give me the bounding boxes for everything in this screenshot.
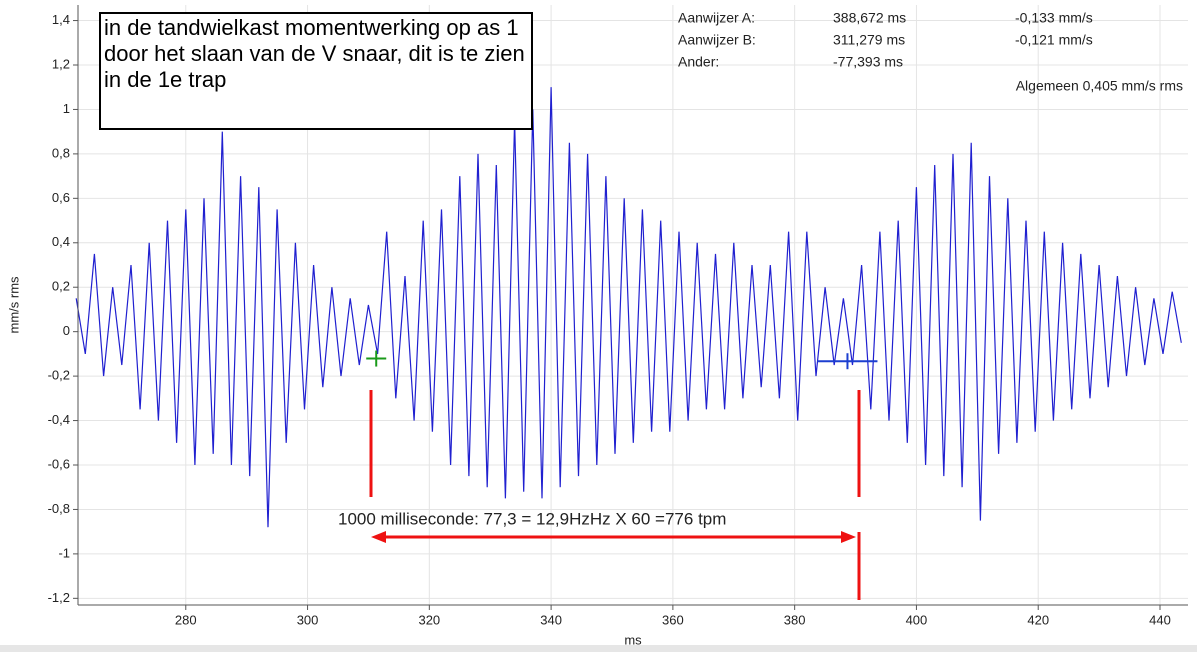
difference-value: -77,393 ms xyxy=(833,54,903,70)
x-tick-label: 280 xyxy=(175,612,197,627)
y-tick-label: -1,2 xyxy=(48,590,70,605)
x-tick-label: 320 xyxy=(418,612,440,627)
arrow-head xyxy=(841,531,856,543)
x-axis-label: ms xyxy=(624,632,642,647)
x-tick-label: 380 xyxy=(784,612,806,627)
y-tick-label: 0 xyxy=(63,323,70,338)
y-tick-label: 1,4 xyxy=(52,12,70,27)
y-tick-label: 0,2 xyxy=(52,279,70,294)
red-markers xyxy=(369,390,861,600)
y-tick-label: -1 xyxy=(58,545,70,560)
x-tick-label: 420 xyxy=(1027,612,1049,627)
y-tick-label: -0,2 xyxy=(48,368,70,383)
y-tick-label: -0,8 xyxy=(48,501,70,516)
x-tick-label: 440 xyxy=(1149,612,1171,627)
note-text: in de tandwielkast momentwerking op as 1… xyxy=(104,15,525,92)
x-tick-label: 360 xyxy=(662,612,684,627)
note-wrap: in de tandwielkast momentwerking op as 1… xyxy=(104,15,525,92)
cursor-x: 388,672 ms xyxy=(833,10,906,26)
plot xyxy=(75,87,1182,528)
cursor-label: Aanwijzer B: xyxy=(678,32,756,48)
y-tick-label: 1 xyxy=(63,101,70,116)
status-strip xyxy=(0,645,1197,652)
x-tick-label: 340 xyxy=(540,612,562,627)
y-axis-label: mm/s rms xyxy=(6,276,21,334)
cursor-y: -0,133 mm/s xyxy=(1015,10,1093,26)
difference-label: Ander: xyxy=(678,54,719,70)
x-tick-label: 400 xyxy=(906,612,928,627)
y-tick-label: 0,6 xyxy=(52,190,70,205)
y-tick-label: -0,4 xyxy=(48,412,70,427)
arrow-head xyxy=(371,531,386,543)
y-tick-label: 0,8 xyxy=(52,145,70,160)
cursor-x: 311,279 ms xyxy=(833,32,905,48)
cursor-y: -0,121 mm/s xyxy=(1015,32,1093,48)
y-tick-label: 1,2 xyxy=(52,56,70,71)
cursor-label: Aanwijzer A: xyxy=(678,10,755,26)
note-box xyxy=(99,12,533,130)
annotation: 1000 milliseconde: 77,3 = 12,9HzHz X 60 … xyxy=(338,509,726,528)
waveform xyxy=(75,87,1182,528)
y-tick-label: -0,6 xyxy=(48,456,70,471)
overall: Algemeen 0,405 mm/s rms xyxy=(1016,78,1183,94)
y-tick-label: 0,4 xyxy=(52,234,70,249)
x-tick-label: 300 xyxy=(297,612,319,627)
